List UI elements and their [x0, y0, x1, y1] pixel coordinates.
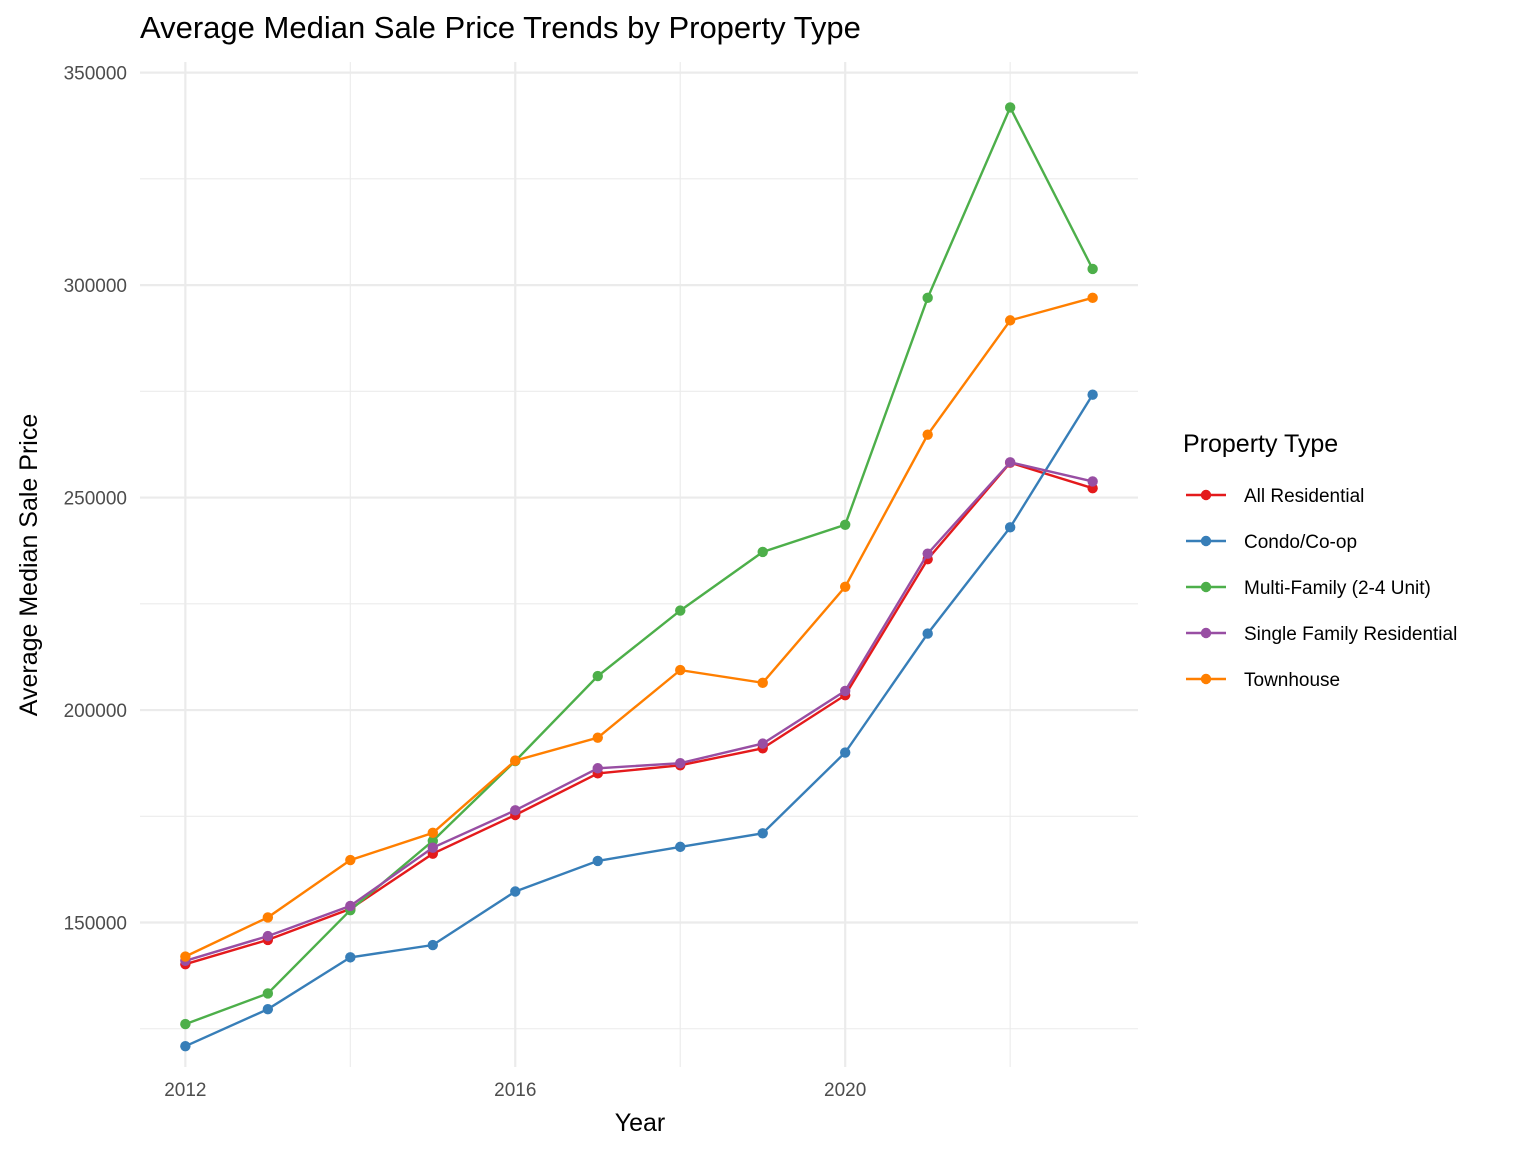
y-tick-label: 200000 [64, 701, 127, 722]
data-point-condo-co-op [510, 886, 521, 897]
legend-title: Property Type [1183, 430, 1338, 458]
legend-item-multi-family-2-4-unit: Multi-Family (2-4 Unit) [1186, 578, 1431, 599]
legend-item-townhouse: Townhouse [1186, 670, 1340, 691]
y-tick-label: 350000 [64, 64, 127, 85]
series-line-townhouse [184, 296, 1093, 958]
data-point-single-family-residential [1004, 457, 1016, 468]
data-point-single-family-residential [1087, 476, 1098, 487]
grid [140, 62, 1138, 1067]
data-point-condo-co-op [839, 747, 851, 758]
data-point-single-family-residential [757, 738, 768, 749]
data-point-townhouse [427, 827, 439, 839]
series-line-all-residential [185, 461, 1093, 966]
data-point-multi-family-2-4-unit [675, 605, 686, 616]
data-point-multi-family-2-4-unit [922, 292, 933, 304]
legend-key-point [1200, 535, 1212, 547]
data-point-single-family-residential [510, 805, 521, 816]
data-point-condo-co-op [1004, 522, 1016, 533]
x-axis-ticks: 2012 2016 2020 [164, 1080, 866, 1101]
data-point-townhouse [1087, 292, 1098, 304]
legend-label: All Residential [1244, 486, 1364, 507]
legend-label: Condo/Co-op [1244, 532, 1357, 553]
data-point-single-family-residential [675, 757, 686, 769]
data-point-single-family-residential [839, 685, 851, 697]
legend-item-all-residential: All Residential [1186, 486, 1364, 507]
series-line-multi-family-2-4-unit [184, 104, 1094, 1026]
series-multi-family-2-4-unit [180, 102, 1098, 1030]
legend-label: Multi-Family (2-4 Unit) [1244, 578, 1431, 599]
data-point-townhouse [592, 732, 603, 743]
series-single-family-residential [180, 457, 1098, 966]
data-point-condo-co-op [922, 628, 933, 639]
legend-item-condo-co-op: Condo/Co-op [1186, 532, 1357, 553]
legend-label: Single Family Residential [1244, 624, 1457, 645]
data-point-condo-co-op [180, 1040, 191, 1052]
data-point-townhouse [180, 951, 191, 962]
data-point-single-family-residential [345, 900, 356, 912]
data-point-condo-co-op [345, 952, 356, 963]
data-point-single-family-residential [592, 763, 603, 774]
data-point-townhouse [922, 429, 933, 440]
y-tick-label: 300000 [64, 276, 127, 297]
data-point-single-family-residential [427, 842, 439, 853]
x-axis-title: Year [615, 1109, 666, 1137]
legend: Property Type All Residential Condo/Co-op… [1183, 430, 1457, 691]
legend-label: Townhouse [1244, 670, 1340, 691]
series-all-residential [180, 457, 1098, 970]
chart-title: Average Median Sale Price Trends by Prop… [140, 10, 861, 45]
data-point-condo-co-op [757, 828, 768, 839]
data-point-condo-co-op [427, 939, 439, 951]
data-point-multi-family-2-4-unit [592, 670, 603, 682]
series-line-single-family-residential [185, 460, 1093, 962]
data-point-condo-co-op [675, 841, 686, 853]
data-point-townhouse [510, 755, 521, 766]
data-point-townhouse [262, 912, 274, 923]
series-condo-co-op [180, 389, 1098, 1052]
legend-item-single-family-residential: Single Family Residential [1186, 624, 1457, 645]
data-point-multi-family-2-4-unit [180, 1018, 191, 1030]
data-point-multi-family-2-4-unit [757, 546, 768, 558]
series-line-condo-co-op [184, 394, 1094, 1048]
data-point-condo-co-op [1087, 389, 1098, 400]
y-tick-label: 150000 [64, 914, 127, 935]
legend-key-point [1200, 627, 1212, 639]
series-group [180, 102, 1098, 1052]
y-axis-ticks: 150000 200000 250000 300000 350000 [64, 64, 127, 935]
data-point-single-family-residential [922, 548, 933, 559]
data-point-townhouse [675, 664, 686, 676]
series-townhouse [180, 292, 1098, 962]
x-tick-label: 2012 [164, 1080, 206, 1101]
data-point-condo-co-op [262, 1004, 274, 1015]
data-point-multi-family-2-4-unit [1004, 102, 1016, 113]
x-tick-label: 2020 [824, 1080, 866, 1101]
data-point-multi-family-2-4-unit [839, 519, 851, 530]
legend-key-point [1200, 581, 1212, 593]
y-axis-title: Average Median Sale Price [15, 414, 43, 717]
data-point-multi-family-2-4-unit [262, 988, 274, 999]
legend-key-point [1200, 673, 1212, 685]
data-point-townhouse [757, 677, 768, 689]
x-tick-label: 2016 [494, 1080, 536, 1101]
legend-key-point [1200, 489, 1212, 501]
data-point-single-family-residential [262, 930, 274, 942]
y-tick-label: 250000 [64, 489, 127, 510]
data-point-townhouse [839, 581, 851, 593]
data-point-multi-family-2-4-unit [1087, 263, 1098, 275]
data-point-townhouse [1004, 315, 1016, 326]
data-point-townhouse [345, 854, 356, 866]
data-point-condo-co-op [592, 855, 603, 867]
